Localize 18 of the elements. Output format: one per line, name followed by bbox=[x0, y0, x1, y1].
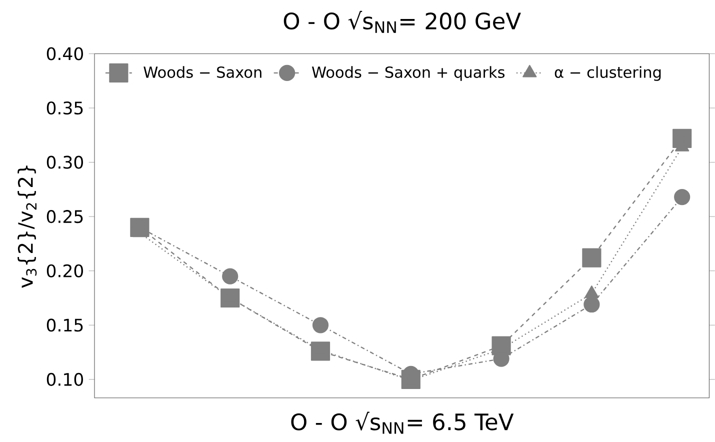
point bbox=[584, 296, 600, 313]
point bbox=[674, 189, 690, 206]
legend-label: Woods − Saxon bbox=[144, 66, 262, 78]
y-tick-label: 0.10 bbox=[46, 373, 83, 386]
y-tick-label: 0.35 bbox=[46, 102, 83, 115]
y-tick-label: 0.40 bbox=[46, 47, 83, 60]
legend-label: α − clustering bbox=[554, 66, 661, 82]
y-tick-label: 0.25 bbox=[46, 210, 83, 224]
point bbox=[222, 268, 238, 285]
y-tick-label: 0.15 bbox=[46, 318, 83, 332]
y-axis-title: v$_{3}${2}/v$_{2}${2} bbox=[18, 166, 37, 288]
chart-title: O - O √s$_{NN}$= 200 GeV bbox=[284, 11, 521, 34]
y-tick-label: 0.30 bbox=[46, 156, 83, 169]
y-tick-label: 0.20 bbox=[46, 264, 83, 278]
point bbox=[312, 317, 329, 334]
x-axis-title: O - O √s$_{NN}$= 6.5 TeV bbox=[291, 412, 514, 434]
point bbox=[582, 248, 602, 268]
legend-label: Woods − Saxon + quarks bbox=[312, 66, 504, 82]
